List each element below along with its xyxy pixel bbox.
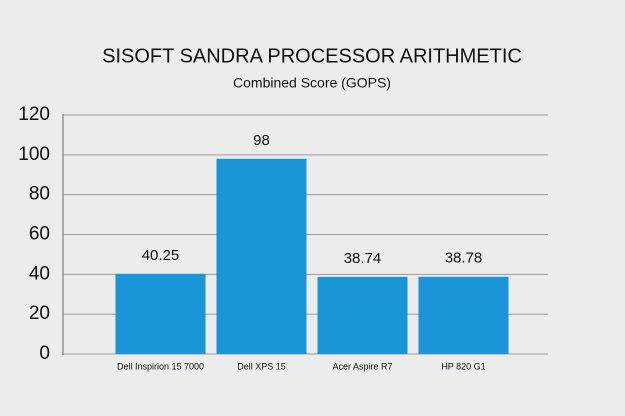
bar <box>418 276 509 354</box>
x-tick-label: HP 820 G1 <box>441 361 485 371</box>
y-tick-label: 40 <box>29 263 50 284</box>
data-label: 38.78 <box>445 250 483 267</box>
x-tick-label: Dell XPS 15 <box>237 361 286 371</box>
y-tick-label: 20 <box>29 303 50 324</box>
bar <box>115 273 206 354</box>
x-tick-label: Acer Aspire R7 <box>332 361 392 371</box>
y-tick-label: 100 <box>18 144 50 165</box>
data-label: 98 <box>253 132 270 149</box>
y-tick-label: 80 <box>29 184 50 205</box>
y-tick-label: 0 <box>39 343 50 364</box>
y-tick-label: 120 <box>18 104 50 125</box>
data-label: 38.74 <box>344 250 382 267</box>
x-tick-label: Dell Inspirion 15 7000 <box>117 361 204 371</box>
y-tick-label: 60 <box>29 224 50 245</box>
bar <box>216 158 307 354</box>
bar <box>317 276 408 354</box>
chart-subtitle: Combined Score (GOPS) <box>233 75 391 91</box>
data-label: 40.25 <box>142 247 180 264</box>
chart-title: SISOFT SANDRA PROCESSOR ARITHMETIC <box>102 45 522 67</box>
